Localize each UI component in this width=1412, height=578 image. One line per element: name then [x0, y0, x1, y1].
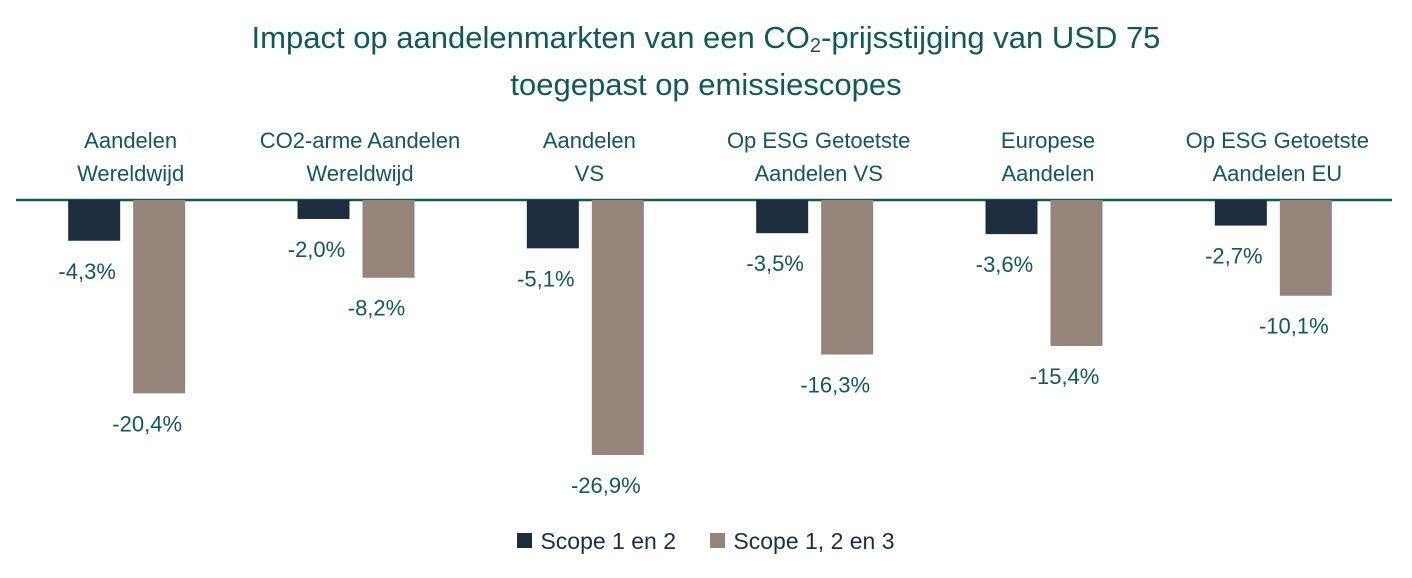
category-label: CO2-arme Aandelen — [260, 128, 461, 153]
legend-swatch-series-1 — [517, 533, 533, 548]
bar-series-1 — [985, 200, 1038, 235]
bar-series-2 — [133, 200, 186, 394]
category-label: Europese — [1001, 128, 1095, 153]
category-label: Wereldwijd — [306, 161, 413, 186]
bar-series-1 — [526, 200, 579, 249]
bar-series-2 — [1050, 200, 1103, 346]
data-label-series-2: -8,2% — [348, 296, 405, 321]
title-prefix: Impact op aandelenmarkten van een CO — [251, 20, 810, 55]
category-label: Aandelen — [84, 128, 177, 153]
data-label-series-2: -10,1% — [1259, 314, 1329, 339]
bar-series-1 — [1214, 200, 1267, 226]
legend-label-series-2: Scope 1, 2 en 3 — [733, 528, 895, 554]
legend-swatch-series-2 — [710, 533, 726, 548]
bar-series-2 — [591, 200, 644, 455]
category-label: Aandelen — [1002, 161, 1095, 186]
bar-series-2 — [821, 200, 874, 355]
data-label-series-2: -20,4% — [112, 411, 182, 436]
data-label-series-2: -26,9% — [571, 473, 641, 498]
legend: Scope 1 en 2 Scope 1, 2 en 3 — [0, 528, 1412, 555]
bar-series-1 — [297, 200, 350, 219]
data-label-series-1: -3,5% — [746, 251, 803, 276]
data-label-series-1: -2,0% — [288, 237, 345, 262]
bar-series-1 — [68, 200, 121, 241]
data-label-series-1: -4,3% — [58, 259, 115, 284]
category-label: Aandelen EU — [1213, 161, 1343, 186]
legend-label-series-1: Scope 1 en 2 — [540, 528, 677, 554]
chart-title-line2: toegepast op emissiescopes — [510, 67, 902, 102]
category-label: Op ESG Getoetste — [1186, 128, 1369, 153]
data-label-series-1: -3,6% — [976, 252, 1033, 277]
data-label-series-2: -15,4% — [1030, 364, 1100, 389]
bar-series-1 — [756, 200, 809, 234]
legend-item-series-2: Scope 1, 2 en 3 — [710, 528, 895, 555]
category-label: VS — [575, 161, 604, 186]
bar-series-2 — [362, 200, 415, 278]
category-label: Aandelen VS — [754, 161, 882, 186]
title-subscript: 2 — [809, 35, 822, 57]
title-suffix: -prijsstijging van USD 75 — [821, 20, 1161, 55]
data-label-series-1: -2,7% — [1205, 244, 1262, 269]
bar-series-2 — [1279, 200, 1332, 296]
category-label: Op ESG Getoetste — [727, 128, 910, 153]
chart-title-line1: Impact op aandelenmarkten van een CO2-pr… — [0, 14, 1412, 61]
chart-title: Impact op aandelenmarkten van een CO2-pr… — [0, 14, 1412, 108]
data-label-series-1: -5,1% — [517, 266, 574, 291]
category-label: Aandelen — [543, 128, 636, 153]
data-label-series-2: -16,3% — [800, 373, 870, 398]
legend-item-series-1: Scope 1 en 2 — [517, 528, 676, 555]
category-label: Wereldwijd — [77, 161, 184, 186]
